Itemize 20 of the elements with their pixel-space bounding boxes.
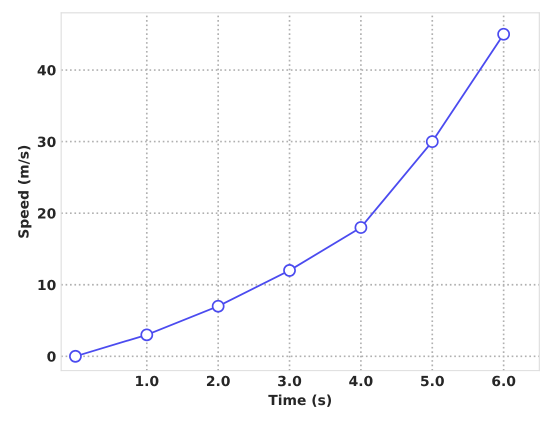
- point: [497, 28, 510, 41]
- x-tick-label: 1.0: [136, 376, 158, 386]
- point: [354, 221, 368, 234]
- point: [140, 328, 154, 342]
- x-tick-label: 3.0: [278, 376, 302, 386]
- y-tick-label: 0: [47, 351, 56, 362]
- x-tick-label: 4.0: [349, 376, 373, 386]
- x-axis-title: Time (s): [268, 394, 332, 407]
- point: [283, 264, 296, 277]
- x-tick-label: 6.0: [492, 376, 516, 386]
- y-tick-label: 40: [38, 65, 56, 76]
- y-tick-label: 30: [38, 136, 56, 148]
- point: [426, 135, 439, 148]
- y-tick-label: 10: [38, 280, 56, 290]
- x-tick-label: 2.0: [206, 376, 230, 386]
- y-tick-label: 20: [38, 208, 56, 219]
- y-axis-title: Speed (m/s): [18, 146, 32, 238]
- point: [69, 350, 82, 363]
- point: [212, 300, 225, 313]
- x-tick-label: 5.0: [421, 376, 444, 386]
